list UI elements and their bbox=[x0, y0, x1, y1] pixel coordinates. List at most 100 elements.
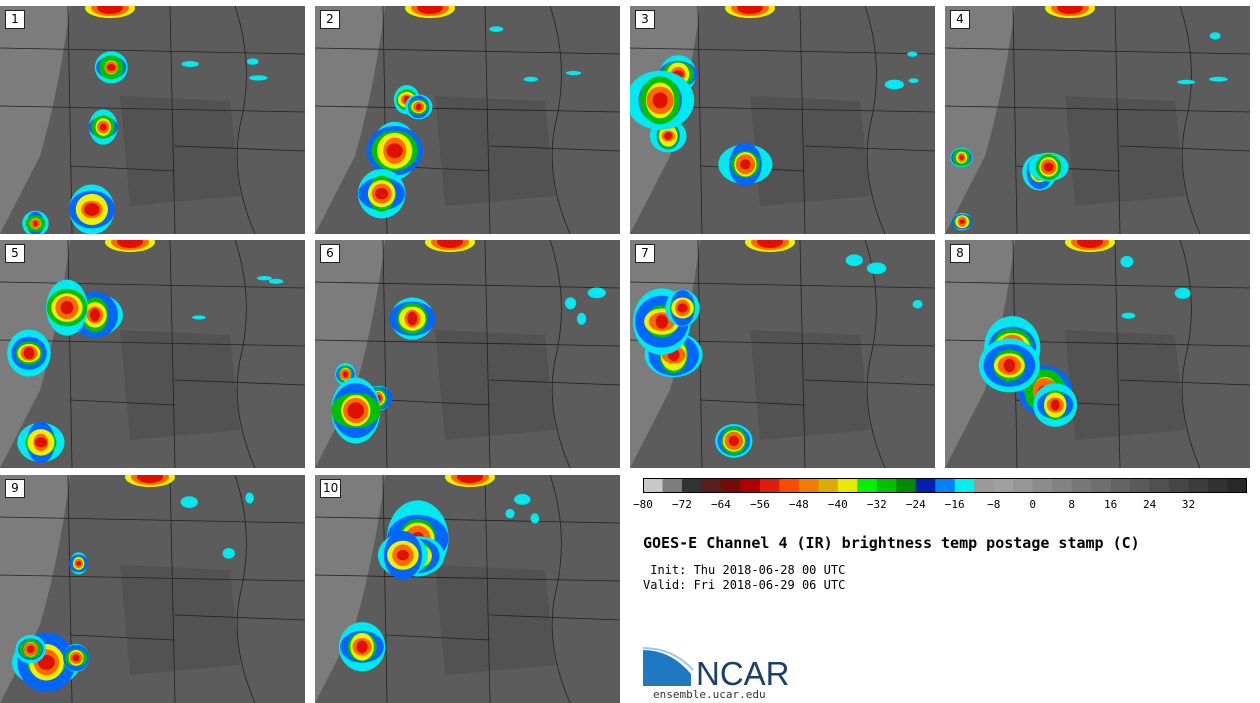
state-border bbox=[169, 475, 176, 703]
storm-cell bbox=[347, 402, 365, 419]
state-border bbox=[384, 399, 491, 406]
storm-cell bbox=[1043, 162, 1054, 172]
state-border bbox=[945, 105, 1250, 113]
storm-cell bbox=[356, 640, 368, 654]
logo-url: ensemble.ucar.edu bbox=[653, 688, 766, 701]
state-border bbox=[945, 47, 1250, 55]
state-border bbox=[69, 634, 176, 641]
warm-terrain-central bbox=[1065, 96, 1185, 206]
storm-cell bbox=[655, 314, 669, 329]
cirrus-patch bbox=[912, 300, 923, 309]
state-border bbox=[549, 6, 571, 234]
cirrus-patch bbox=[514, 494, 531, 505]
colorbar-tick-label: 32 bbox=[1181, 498, 1196, 511]
state-border bbox=[489, 379, 620, 386]
storm-cell bbox=[728, 435, 739, 447]
state-border bbox=[1179, 6, 1201, 234]
warm-terrain-central bbox=[435, 330, 555, 440]
warm-terrain-central bbox=[435, 96, 555, 206]
state-border bbox=[799, 6, 806, 234]
ncar-logo-swoosh-icon bbox=[643, 650, 691, 686]
cirrus-patch bbox=[587, 287, 606, 299]
colorbar-segment bbox=[837, 478, 858, 493]
state-border bbox=[804, 145, 935, 152]
state-border bbox=[69, 399, 176, 406]
colorbar-tick-label: −56 bbox=[749, 498, 770, 511]
warm-terrain-central bbox=[120, 330, 240, 440]
ncar-logo: NCAR bbox=[643, 647, 790, 688]
state-border bbox=[1012, 6, 1018, 234]
state-border bbox=[315, 574, 620, 582]
valid-time: Valid: Fri 2018-06-29 06 UTC bbox=[643, 578, 846, 592]
storm-cell bbox=[76, 561, 82, 566]
colorbar-tick-label: −32 bbox=[866, 498, 887, 511]
state-border bbox=[1114, 240, 1121, 468]
state-border bbox=[0, 47, 305, 55]
storm-cell bbox=[1050, 399, 1060, 411]
ir-map-10 bbox=[315, 475, 620, 703]
ir-map-5 bbox=[0, 240, 305, 468]
colorbar-tick-label: −16 bbox=[944, 498, 965, 511]
storm-cell bbox=[1003, 358, 1016, 373]
state-border bbox=[0, 574, 305, 582]
warm-terrain-central bbox=[120, 96, 240, 206]
cirrus-patch bbox=[866, 262, 887, 275]
colorbar-segment bbox=[1208, 478, 1229, 493]
cirrus-patch bbox=[907, 51, 918, 57]
ir-map-8 bbox=[945, 240, 1250, 468]
northern-cloud-top bbox=[1077, 240, 1103, 248]
colorbar-segment bbox=[1110, 478, 1131, 493]
cirrus-patch bbox=[181, 61, 199, 68]
colorbar bbox=[643, 478, 1247, 493]
colorbar-segment bbox=[779, 478, 800, 493]
colorbar-tick-label: −8 bbox=[987, 498, 1001, 511]
storm-cell bbox=[375, 187, 389, 200]
ir-map-1 bbox=[0, 6, 305, 234]
warm-terrain-west bbox=[315, 6, 385, 234]
member-label-6: 6 bbox=[320, 244, 340, 263]
ncar-logo-text: NCAR bbox=[696, 655, 790, 688]
colorbar-tick-label: −80 bbox=[633, 498, 653, 511]
colorbar-segment bbox=[759, 478, 780, 493]
storm-cell bbox=[677, 303, 688, 313]
storm-cell bbox=[60, 301, 74, 315]
ir-map-3 bbox=[630, 6, 935, 234]
colorbar-segment bbox=[818, 478, 839, 493]
colorbar-segment bbox=[954, 478, 975, 493]
cirrus-patch bbox=[489, 26, 504, 32]
colorbar-segment bbox=[643, 478, 663, 493]
northern-cloud-top bbox=[737, 6, 763, 14]
cirrus-patch bbox=[1177, 79, 1196, 85]
northern-cloud-top bbox=[457, 475, 483, 483]
member-label-8: 8 bbox=[950, 244, 970, 263]
state-border bbox=[382, 240, 388, 468]
state-border bbox=[382, 475, 388, 703]
state-border bbox=[174, 145, 305, 152]
storm-cell bbox=[26, 645, 35, 654]
storm-cell bbox=[342, 371, 348, 378]
warm-terrain-central bbox=[750, 96, 870, 206]
colorbar-segment bbox=[1052, 478, 1073, 493]
warm-terrain-west bbox=[945, 240, 1015, 468]
state-border bbox=[384, 634, 491, 641]
state-border bbox=[315, 339, 620, 347]
warm-terrain-central bbox=[120, 565, 240, 675]
state-border bbox=[0, 516, 305, 524]
state-border bbox=[315, 516, 620, 524]
state-border bbox=[549, 240, 571, 468]
cirrus-patch bbox=[268, 278, 284, 284]
northern-cloud-top bbox=[97, 6, 123, 14]
state-border bbox=[315, 281, 620, 289]
member-label-2: 2 bbox=[320, 10, 340, 29]
storm-cell bbox=[415, 103, 422, 111]
colorbar-segment bbox=[1169, 478, 1190, 493]
state-border bbox=[0, 105, 305, 113]
state-border bbox=[697, 6, 703, 234]
northern-cloud-top bbox=[137, 475, 163, 483]
colorbar-segment bbox=[974, 478, 995, 493]
state-border bbox=[489, 145, 620, 152]
cirrus-patch bbox=[505, 508, 515, 519]
storm-cell bbox=[959, 219, 965, 224]
colorbar-segment bbox=[1188, 478, 1209, 493]
stamp-panel-3: 3 bbox=[630, 6, 935, 234]
